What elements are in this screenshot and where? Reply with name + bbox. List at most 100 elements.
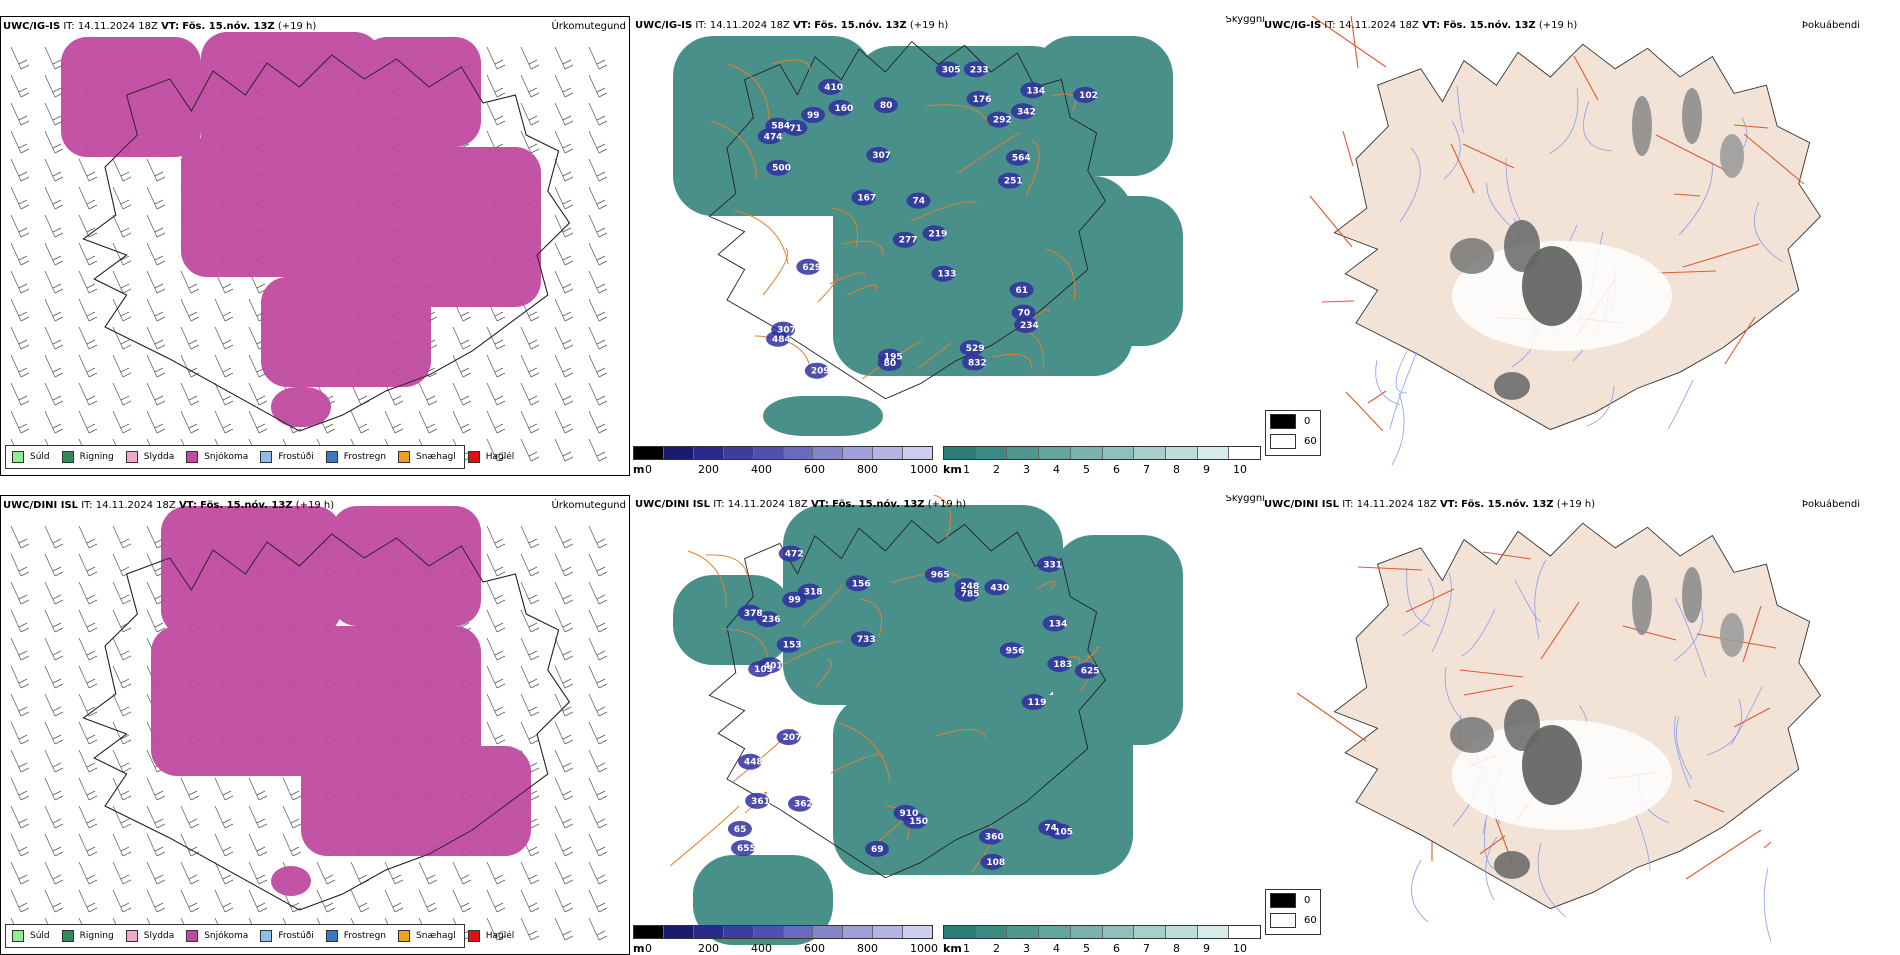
cloud-base-label: 195 bbox=[884, 353, 903, 363]
river-line bbox=[1399, 147, 1421, 223]
road-line bbox=[1459, 669, 1524, 678]
road-line bbox=[1482, 551, 1532, 560]
wind-barb-icon bbox=[112, 861, 132, 885]
wind-barb-icon bbox=[180, 889, 200, 913]
low-cloud-patch bbox=[984, 579, 1009, 596]
cloud-base-label: 80 bbox=[880, 101, 893, 111]
wind-barb-icon bbox=[180, 270, 200, 294]
wind-barb-icon bbox=[520, 410, 540, 434]
panel-title: UWC/DINI ISL IT: 14.11.2024 18Z VT: Fös.… bbox=[1264, 499, 1596, 510]
legend-swatch bbox=[398, 930, 411, 942]
low-cloud-patch bbox=[755, 611, 780, 628]
river-line bbox=[1391, 392, 1405, 466]
wind-barb-icon bbox=[10, 889, 30, 913]
legend-label: 0 bbox=[1304, 894, 1311, 906]
low-cloud-patch bbox=[850, 630, 875, 647]
fog-index-area bbox=[1504, 699, 1540, 751]
road-line bbox=[1724, 316, 1756, 365]
low-cloud-patch bbox=[1011, 304, 1036, 321]
precip-type-map bbox=[10, 32, 608, 462]
low-cloud-patch bbox=[796, 258, 821, 275]
wind-barb-icon bbox=[588, 721, 608, 745]
river-line bbox=[1485, 836, 1498, 901]
panel-title: UWC/IG-IS IT: 14.11.2024 18Z VT: Fös. 15… bbox=[3, 21, 317, 32]
wind-barb-icon bbox=[214, 805, 234, 829]
wind-barb-icon bbox=[180, 861, 200, 885]
legend-item: Slydda bbox=[125, 451, 175, 463]
low-cloud-patch bbox=[731, 840, 756, 857]
road-line bbox=[1463, 685, 1514, 696]
colorbar-tick: 600 bbox=[804, 942, 825, 955]
cloud-base-label: 378 bbox=[744, 609, 763, 619]
colorbar-bin bbox=[873, 926, 904, 938]
wind-barb-icon bbox=[588, 102, 608, 126]
wind-barb-icon bbox=[44, 833, 64, 857]
wind-barb-icon bbox=[452, 382, 472, 406]
legend-label: 0 bbox=[1304, 415, 1311, 427]
legend-item: Slydda bbox=[125, 930, 174, 942]
low-cloud-patch bbox=[1021, 694, 1046, 711]
colorbar-bin bbox=[634, 926, 664, 938]
colorbar-bin bbox=[1039, 926, 1071, 938]
wind-barb-icon bbox=[146, 833, 166, 857]
colorbar-tick: 10 bbox=[1233, 463, 1247, 476]
precip-type-legend: Súld Rigning Slydda Snjókoma Frostúði Frostre… bbox=[5, 445, 514, 469]
wind-barb-icon bbox=[486, 525, 506, 549]
cloud-base-label: 305 bbox=[942, 65, 961, 75]
wind-barb-icon bbox=[78, 326, 98, 350]
colorbar-tick: 800 bbox=[857, 463, 878, 476]
low-cloud-patch bbox=[866, 147, 891, 164]
panel-title: UWC/DINI ISL IT: 14.11.2024 18Z VT: Fös.… bbox=[635, 499, 967, 510]
river-line bbox=[1667, 379, 1694, 430]
river-line bbox=[1706, 698, 1742, 756]
colorbar-bin bbox=[1102, 447, 1135, 459]
cloud-base-label: 956 bbox=[1006, 646, 1025, 656]
colorbar-bin bbox=[1197, 926, 1230, 938]
colorbar-bin bbox=[843, 926, 874, 938]
colorbar-tick: 1000 bbox=[910, 463, 938, 476]
cloud-base-label: 61 bbox=[1016, 286, 1029, 296]
river-line bbox=[1673, 715, 1691, 789]
colorbar-tick: 7 bbox=[1143, 463, 1150, 476]
river-line bbox=[1484, 820, 1498, 871]
legend-swatch bbox=[398, 451, 411, 463]
colorbar-bin bbox=[813, 926, 844, 938]
wind-barb-icon bbox=[554, 749, 574, 773]
wind-barb-icon bbox=[10, 805, 30, 829]
legend-item: Súld bbox=[12, 451, 50, 463]
legend-item: Rigning bbox=[61, 451, 114, 463]
legend-item: Snjókoma bbox=[186, 451, 248, 463]
legend-item: Frostregn bbox=[325, 930, 386, 942]
legend-label: Frostregn bbox=[343, 452, 387, 462]
snow-area bbox=[151, 626, 481, 776]
wind-barb-icon bbox=[78, 721, 98, 745]
cloud-base-label: 99 bbox=[807, 111, 820, 121]
wind-barb-icon bbox=[588, 298, 608, 322]
low-cloud-patch bbox=[892, 231, 917, 248]
river-line bbox=[1676, 716, 1693, 780]
wind-barb-icon bbox=[44, 158, 64, 182]
cloud-base-label: 248 bbox=[960, 582, 979, 592]
low-cloud-patch bbox=[1047, 655, 1072, 672]
colorbar-bin bbox=[1070, 926, 1103, 938]
legend-label: Slydda bbox=[143, 452, 175, 462]
wind-barb-icon bbox=[588, 158, 608, 182]
low-cloud-patch bbox=[778, 545, 803, 562]
wind-barb-icon bbox=[112, 298, 132, 322]
wind-barb-icon bbox=[78, 693, 98, 717]
cloud-base-label: 80 bbox=[884, 359, 897, 369]
wind-barb-icon bbox=[350, 410, 370, 434]
low-cloud-patch bbox=[748, 661, 773, 678]
wind-barb-icon bbox=[248, 889, 268, 913]
colorbar-tick: 6 bbox=[1113, 942, 1120, 955]
wind-barb-icon bbox=[554, 130, 574, 154]
wind-barb-icon bbox=[554, 158, 574, 182]
colorbar-bin bbox=[903, 447, 933, 459]
low-cloud-patch bbox=[864, 840, 889, 857]
wind-barb-icon bbox=[44, 186, 64, 210]
wind-barb-icon bbox=[520, 130, 540, 154]
wind-barb-icon bbox=[44, 861, 64, 885]
wind-barb-icon bbox=[486, 581, 506, 605]
wind-barb-icon bbox=[180, 777, 200, 801]
wind-barb-icon bbox=[486, 326, 506, 350]
